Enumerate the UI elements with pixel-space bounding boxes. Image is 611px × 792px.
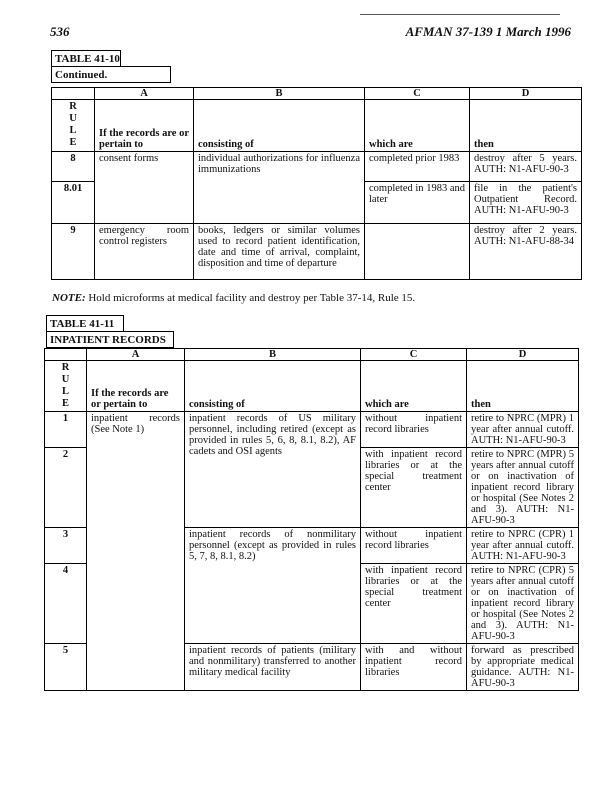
cell-a: consent forms: [94, 151, 194, 224]
table-row: 9 emergency room control registers books…: [51, 223, 582, 280]
cell-c: completed in 1983 and later: [364, 181, 470, 224]
cell-b: individual authorizations for influenza …: [193, 151, 365, 224]
cell-d: destroy after 5 years. AUTH: N1-AFU-90-3: [469, 151, 582, 182]
rule-number: 2: [44, 447, 87, 528]
rule-number: 8: [51, 151, 95, 182]
col-letter: C: [360, 348, 467, 361]
column-header: consisting of: [193, 99, 365, 152]
rule-header: R U L E: [44, 360, 87, 412]
column-header: which are: [364, 99, 470, 152]
col-letter: A: [86, 348, 185, 361]
cell-c: without inpatient record libraries: [360, 411, 467, 448]
cell-b: inpatient records of nonmilitary personn…: [184, 527, 361, 644]
cell-c: with inpatient record libraries or at th…: [360, 563, 467, 644]
rule-number: 4: [44, 563, 87, 644]
cell-a: emergency room control registers: [94, 223, 194, 280]
cell-c: without inpatient record libraries: [360, 527, 467, 564]
note-text: Hold microforms at medical facility and …: [88, 292, 416, 304]
rule-header: R U L E: [51, 99, 95, 152]
table1-continued: Continued.: [51, 66, 171, 83]
cell-d: retire to NPRC (CPR) 5 years after annua…: [466, 563, 579, 644]
table-row: 4 with inpatient record libraries or at …: [44, 563, 579, 644]
table-row: 8.01 completed in 1983 and later file in…: [51, 181, 582, 224]
cell-a: inpatient records (See Note 1): [86, 411, 185, 691]
cell-d: retire to NPRC (MPR) 1 year after annual…: [466, 411, 579, 448]
cell-d: forward as prescribed by appropriate med…: [466, 643, 579, 691]
table-row: 2 with inpatient record libraries or at …: [44, 447, 579, 528]
table-row: 3 inpatient records of nonmilitary perso…: [44, 527, 579, 644]
col-letter: B: [193, 87, 365, 100]
cell-c: with and without inpatient record librar…: [360, 643, 467, 691]
note: NOTE: Hold microforms at medical facilit…: [52, 292, 611, 305]
cell-c: completed prior 1983: [364, 151, 470, 182]
table1-label: TABLE 41-10: [51, 50, 121, 67]
cell-b: inpatient records of US military personn…: [184, 411, 361, 528]
rule-number: 5: [44, 643, 87, 691]
column-header: If the records are or pertain to: [94, 99, 194, 152]
rule-number: 9: [51, 223, 95, 280]
cell-b: inpatient records of patients (military …: [184, 643, 361, 691]
rule-number: 3: [44, 527, 87, 564]
cell-d: destroy after 2 years. AUTH: N1-AFU-88-3…: [469, 223, 582, 280]
cell-b: books, ledgers or similar volumes used t…: [193, 223, 365, 280]
table-row: 5 inpatient records of patients (militar…: [44, 643, 579, 691]
table-row: 8 consent forms individual authorization…: [51, 151, 582, 224]
col-letter: A: [94, 87, 194, 100]
table2-label: TABLE 41-11: [46, 315, 124, 332]
cell-d: file in the patient's Outpatient Record.…: [469, 181, 582, 224]
column-header: If the records are or pertain to: [86, 360, 185, 412]
page-title: AFMAN 37-139 1 March 1996: [405, 24, 571, 39]
cell-d: retire to NPRC (CPR) 1 year after annual…: [466, 527, 579, 564]
col-letter: C: [364, 87, 470, 100]
cell-d: retire to NPRC (MPR) 5 years after annua…: [466, 447, 579, 528]
table2-subtitle: INPATIENT RECORDS: [46, 331, 174, 348]
rule-number: 1: [44, 411, 87, 448]
col-letter: B: [184, 348, 361, 361]
column-header: which are: [360, 360, 467, 412]
column-header: consisting of: [184, 360, 361, 412]
note-label: NOTE:: [52, 292, 86, 304]
col-letter: D: [469, 87, 582, 100]
rule-number: 8.01: [51, 181, 95, 224]
cell-c: [364, 223, 470, 280]
col-letter: D: [466, 348, 579, 361]
table-row: 1 inpatient records (See Note 1) inpatie…: [44, 411, 579, 691]
cell-c: with inpatient record libraries or at th…: [360, 447, 467, 528]
header-rule: [360, 14, 560, 15]
column-header: then: [466, 360, 579, 412]
page-number: 536: [50, 24, 70, 39]
column-header: then: [469, 99, 582, 152]
